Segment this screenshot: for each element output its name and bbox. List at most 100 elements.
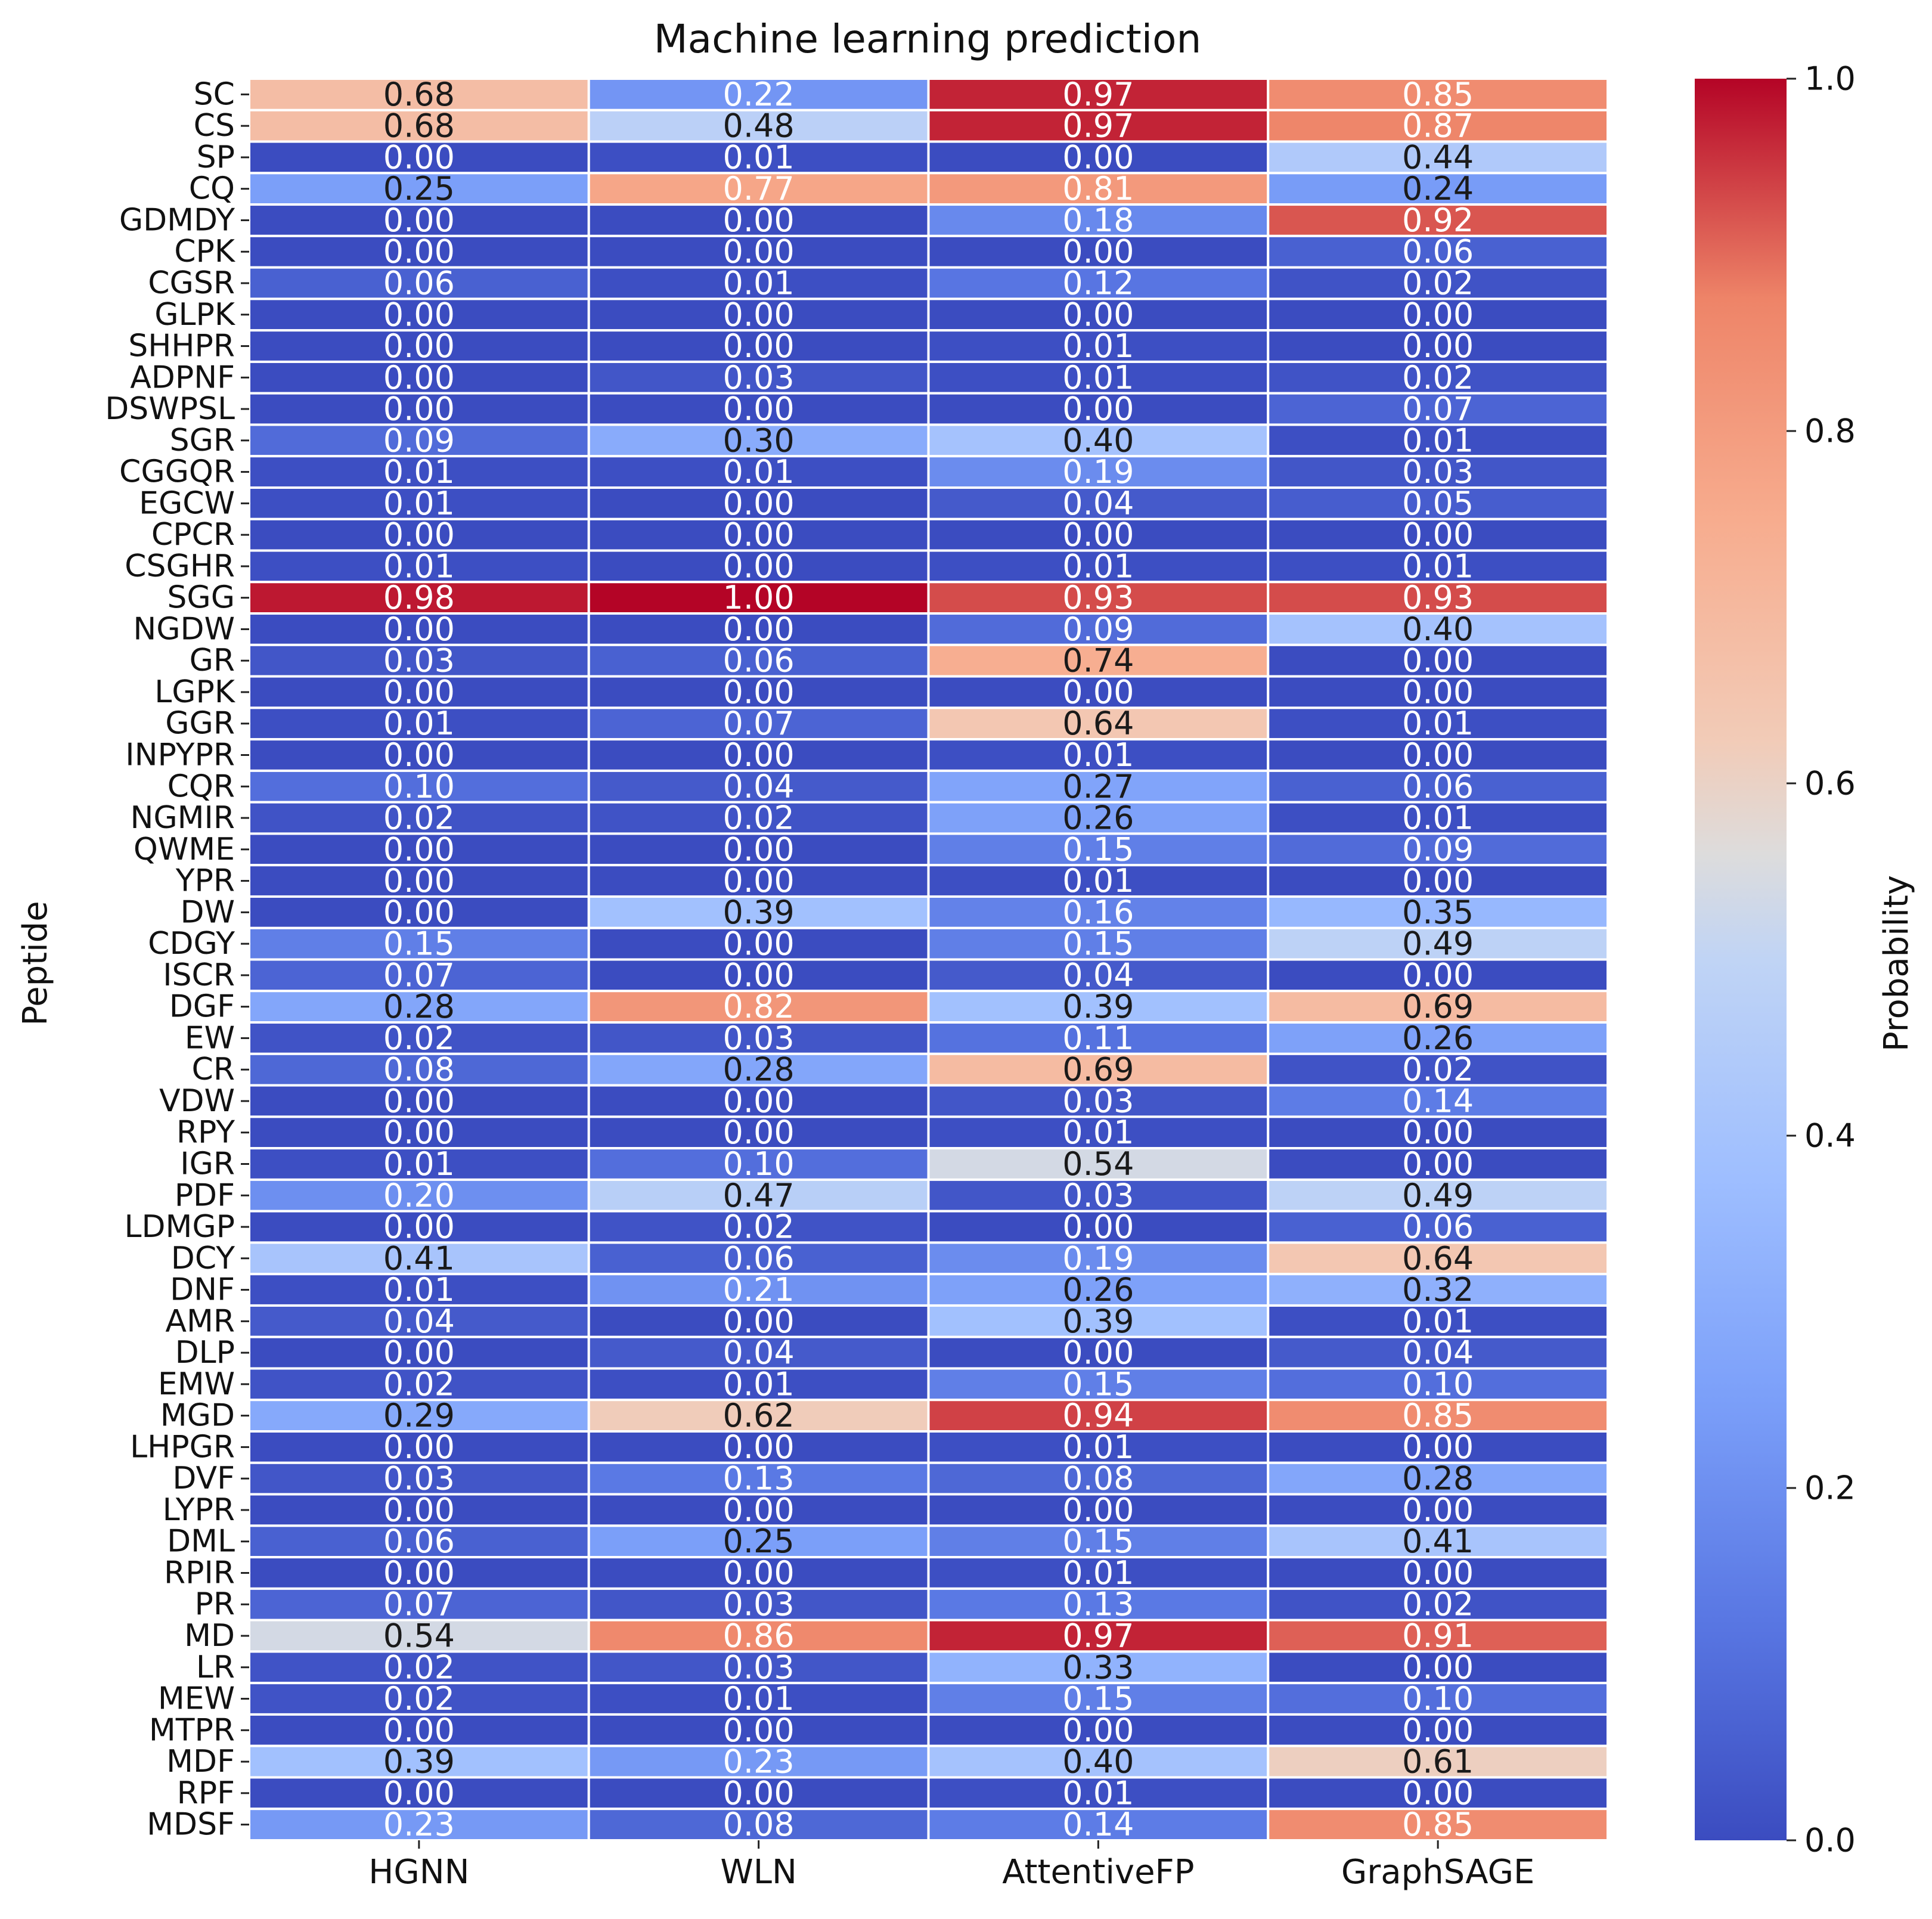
y-tick-label: PDF	[175, 1177, 235, 1213]
y-tick-label: YPR	[175, 863, 235, 899]
cell-value-label: 0.15	[1062, 1365, 1134, 1403]
heatmap-cell	[927, 266, 1270, 300]
cell-value-label: 0.00	[1402, 1428, 1474, 1466]
cell-value-label: 0.00	[1062, 1491, 1134, 1529]
heatmap-cell	[927, 1682, 1270, 1716]
cell-value-label: 0.00	[1062, 296, 1134, 333]
cell-value-label: 0.04	[383, 1303, 455, 1340]
y-tick-label: GLPK	[154, 297, 236, 333]
heatmap-cell	[1267, 1650, 1609, 1685]
heatmap-cell	[1267, 1524, 1609, 1559]
heatmap-cell	[927, 1619, 1270, 1653]
y-tick-label: RPIR	[164, 1555, 235, 1591]
cell-value-label: 0.19	[1062, 453, 1134, 491]
cell-value-label: 0.00	[723, 1114, 795, 1151]
cell-value-label: 0.04	[1402, 1334, 1474, 1372]
heatmap-cell	[1267, 1178, 1609, 1213]
cell-value-label: 0.04	[1062, 956, 1134, 994]
cell-value-label: 0.01	[723, 1680, 795, 1718]
cell-value-label: 0.01	[1062, 547, 1134, 585]
heatmap-cell	[587, 1587, 930, 1622]
heatmap-cell	[587, 423, 930, 458]
cell-value-label: 0.00	[383, 138, 455, 176]
cell-value-label: 0.15	[1062, 830, 1134, 868]
heatmap-cell	[248, 1619, 590, 1653]
cell-value-label: 0.00	[723, 233, 795, 271]
heatmap-cell	[1267, 549, 1609, 584]
cell-value-label: 0.00	[1402, 1114, 1474, 1151]
heatmap-cell	[248, 549, 590, 584]
heatmap-cell	[587, 1115, 930, 1150]
cell-value-label: 0.02	[383, 1680, 455, 1718]
colorbar-tick-label: 0.0	[1804, 1822, 1856, 1859]
cell-value-label: 0.39	[723, 894, 795, 931]
cell-value-label: 0.04	[723, 1334, 795, 1372]
cell-value-label: 0.09	[1402, 830, 1474, 868]
cell-value-label: 0.26	[1402, 1019, 1474, 1057]
cell-value-label: 0.13	[1062, 1586, 1134, 1623]
cell-value-label: 0.28	[383, 988, 455, 1025]
cell-value-label: 0.00	[723, 516, 795, 554]
y-tick-label: SP	[197, 139, 235, 175]
cell-value-label: 0.00	[1062, 390, 1134, 428]
heatmap-cell	[587, 1650, 930, 1685]
cell-value-label: 0.61	[1402, 1743, 1474, 1781]
cell-value-label: 0.13	[723, 1460, 795, 1498]
heatmap-cell	[927, 234, 1270, 269]
cell-value-label: 0.68	[383, 107, 455, 145]
cell-value-label: 0.00	[723, 1712, 795, 1749]
cell-value-label: 0.00	[1062, 233, 1134, 271]
cell-value-label: 0.00	[1402, 1648, 1474, 1686]
cell-value-label: 0.69	[1402, 988, 1474, 1025]
heatmap-cell	[927, 801, 1270, 835]
cell-value-label: 0.00	[723, 925, 795, 963]
heatmap-cell	[587, 1178, 930, 1213]
chart-title: Machine learning prediction	[654, 16, 1202, 62]
cell-value-label: 0.49	[1402, 1177, 1474, 1214]
y-tick-label: NGMIR	[130, 800, 235, 836]
cell-value-label: 0.06	[723, 642, 795, 680]
cell-value-label: 0.98	[383, 579, 455, 616]
heatmap-cell	[927, 1052, 1270, 1087]
cell-value-label: 0.01	[723, 264, 795, 302]
heatmap-cell	[587, 1241, 930, 1276]
y-tick-label: SGR	[170, 423, 235, 458]
cell-value-label: 0.26	[1062, 799, 1134, 837]
heatmap-cell	[1267, 581, 1609, 615]
cell-value-label: 0.23	[383, 1806, 455, 1843]
colorbar	[1695, 79, 1787, 1840]
cell-value-label: 0.00	[1402, 736, 1474, 774]
cell-value-label: 0.00	[723, 1554, 795, 1592]
heatmap-cell	[587, 832, 930, 867]
cell-value-label: 0.07	[383, 1586, 455, 1623]
cell-value-label: 0.64	[1402, 1239, 1474, 1277]
heatmap-cell	[587, 1021, 930, 1055]
heatmap-cell	[1267, 1115, 1609, 1150]
cell-value-label: 0.00	[1402, 642, 1474, 680]
heatmap-cell	[1267, 1713, 1609, 1747]
heatmap-cell	[1267, 1776, 1609, 1811]
y-tick-label: ADPNF	[130, 359, 235, 395]
heatmap-cell	[927, 769, 1270, 804]
cell-value-label: 0.30	[723, 421, 795, 459]
cell-value-label: 0.00	[1402, 1774, 1474, 1812]
cell-value-label: 0.16	[1062, 894, 1134, 931]
cell-value-label: 0.85	[1402, 1397, 1474, 1434]
cell-value-label: 0.03	[1062, 1177, 1134, 1214]
cell-value-label: 0.32	[1402, 1271, 1474, 1309]
heatmap-cell	[927, 297, 1270, 332]
cell-value-label: 0.01	[1062, 1554, 1134, 1592]
heatmap-cell	[587, 1367, 930, 1402]
cell-value-label: 0.10	[1402, 1680, 1474, 1718]
y-tick-label: CR	[192, 1052, 235, 1087]
cell-value-label: 0.40	[1062, 1743, 1134, 1781]
heatmap-cell	[1267, 234, 1609, 269]
cell-value-label: 0.00	[1062, 1712, 1134, 1749]
heatmap-cell	[1267, 1461, 1609, 1496]
heatmap-cell	[1267, 1430, 1609, 1464]
colorbar-label: Probability	[1877, 875, 1916, 1052]
cell-value-label: 0.00	[383, 1334, 455, 1372]
cell-value-label: 0.01	[1402, 705, 1474, 742]
y-tick-label: GR	[190, 643, 235, 678]
heatmap-cell	[1267, 1682, 1609, 1716]
